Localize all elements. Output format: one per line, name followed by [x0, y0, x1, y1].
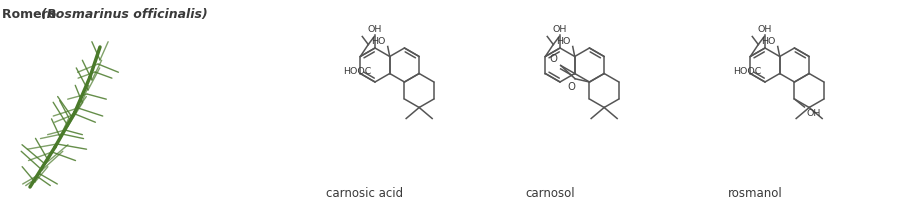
Text: carnosol: carnosol: [525, 187, 575, 200]
Text: HO: HO: [557, 36, 571, 46]
Text: OH: OH: [368, 25, 383, 34]
Text: HO: HO: [762, 36, 776, 46]
Text: OH: OH: [553, 25, 568, 34]
Text: Romero: Romero: [2, 8, 61, 21]
Text: carnosic acid: carnosic acid: [327, 187, 403, 200]
Text: HOOC: HOOC: [343, 67, 372, 76]
Text: OH: OH: [758, 25, 772, 34]
Text: O: O: [567, 82, 575, 92]
Text: O: O: [550, 53, 558, 64]
Text: rosmanol: rosmanol: [727, 187, 782, 200]
Text: HO: HO: [372, 36, 386, 46]
Text: HOOC: HOOC: [734, 67, 762, 76]
Text: (Rosmarinus officinalis): (Rosmarinus officinalis): [41, 8, 208, 21]
Text: OH: OH: [806, 109, 821, 118]
